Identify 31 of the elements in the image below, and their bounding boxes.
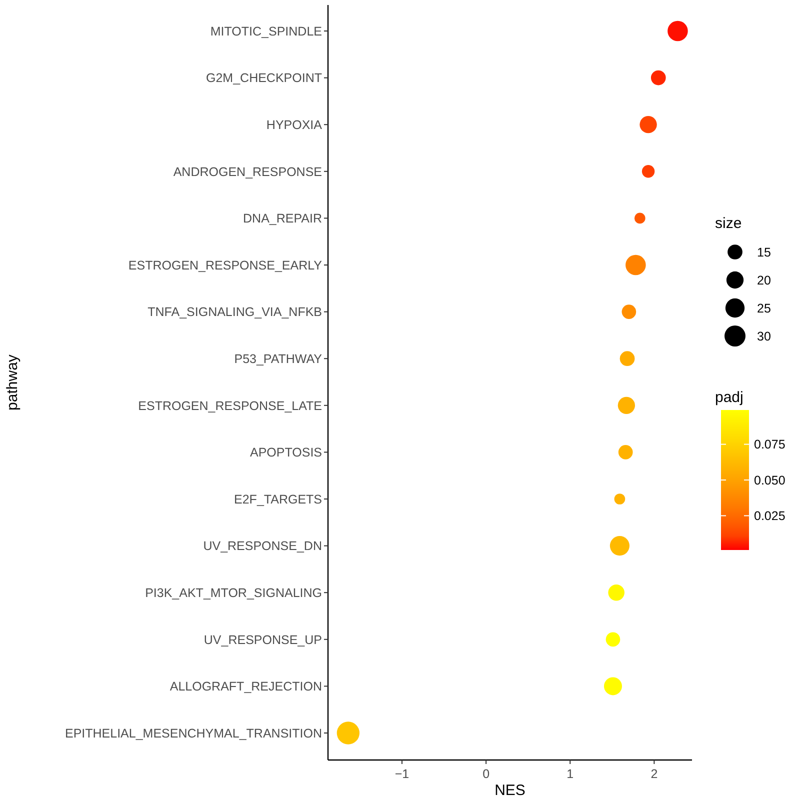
y-tick-label: ANDROGEN_RESPONSE	[173, 164, 322, 179]
y-tick-label: UV_RESPONSE_UP	[204, 632, 322, 647]
legend-title: size	[715, 215, 742, 232]
legend-label: 25	[757, 301, 771, 316]
legend-label: 30	[757, 329, 771, 344]
x-tick-label: 2	[650, 767, 658, 781]
y-tick-label: MITOTIC_SPINDLE	[210, 24, 322, 38]
x-tick-label: 1	[566, 767, 574, 781]
color-bar-label: 0.075	[754, 438, 786, 452]
legend-label: 15	[757, 245, 771, 260]
y-tick-label: ESTROGEN_RESPONSE_LATE	[138, 398, 322, 413]
y-tick-label: APOPTOSIS	[250, 446, 322, 460]
color-bar-title: padj	[715, 389, 744, 406]
y-tick-label: PI3K_AKT_MTOR_SIGNALING	[145, 586, 322, 600]
y-tick-label: ALLOGRAFT_REJECTION	[170, 680, 322, 694]
y-axis-title: pathway	[4, 354, 21, 410]
legend-label: 20	[757, 273, 771, 288]
y-tick-label: G2M_CHECKPOINT	[206, 71, 322, 86]
color-bar-label: 0.025	[754, 509, 786, 524]
y-tick-label: HYPOXIA	[266, 118, 323, 132]
y-tick-label: P53_PATHWAY	[234, 352, 323, 366]
y-tick-label: EPITHELIAL_MESENCHYMAL_TRANSITION	[64, 726, 322, 740]
x-tick-label: 0	[482, 767, 490, 781]
y-tick-label: E2F_TARGETS	[234, 492, 322, 506]
y-tick-label: UV_RESPONSE_DN	[203, 539, 322, 554]
y-tick-label: DNA_REPAIR	[243, 212, 322, 226]
x-tick-label: −1	[394, 767, 410, 781]
color-bar-label: 0.050	[754, 473, 786, 488]
x-axis-title: NES	[494, 782, 526, 799]
y-tick-label: ESTROGEN_RESPONSE_EARLY	[128, 258, 323, 272]
y-tick-label: TNFA_SIGNALING_VIA_NFKB	[148, 305, 322, 320]
